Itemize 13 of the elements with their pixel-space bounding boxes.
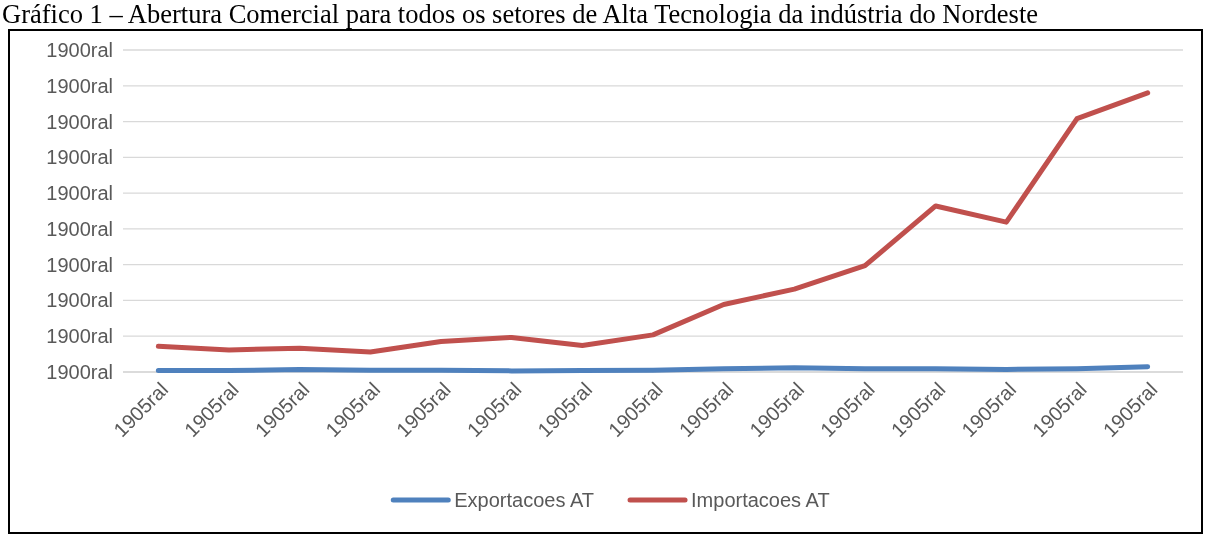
text: 1900ral bbox=[46, 325, 113, 348]
text: 1900ral bbox=[46, 253, 113, 276]
text: 1900ral bbox=[46, 217, 113, 240]
text: 1900ral bbox=[46, 39, 113, 61]
text: 1900ral bbox=[46, 146, 113, 169]
text: 1900ral bbox=[46, 289, 113, 312]
text: 1900ral bbox=[46, 110, 113, 133]
text: 1900ral bbox=[46, 361, 113, 383]
text: 1900ral bbox=[46, 182, 113, 205]
text: 1900ral bbox=[46, 74, 113, 97]
legend-label: Importacoes AT bbox=[691, 489, 830, 511]
legend-label: Exportacoes AT bbox=[454, 489, 594, 511]
chart-title: Gráfico 1 – Abertura Comercial para todos os setores de Alta Tecnologia da indústria do Nordeste bbox=[2, 0, 1039, 29]
